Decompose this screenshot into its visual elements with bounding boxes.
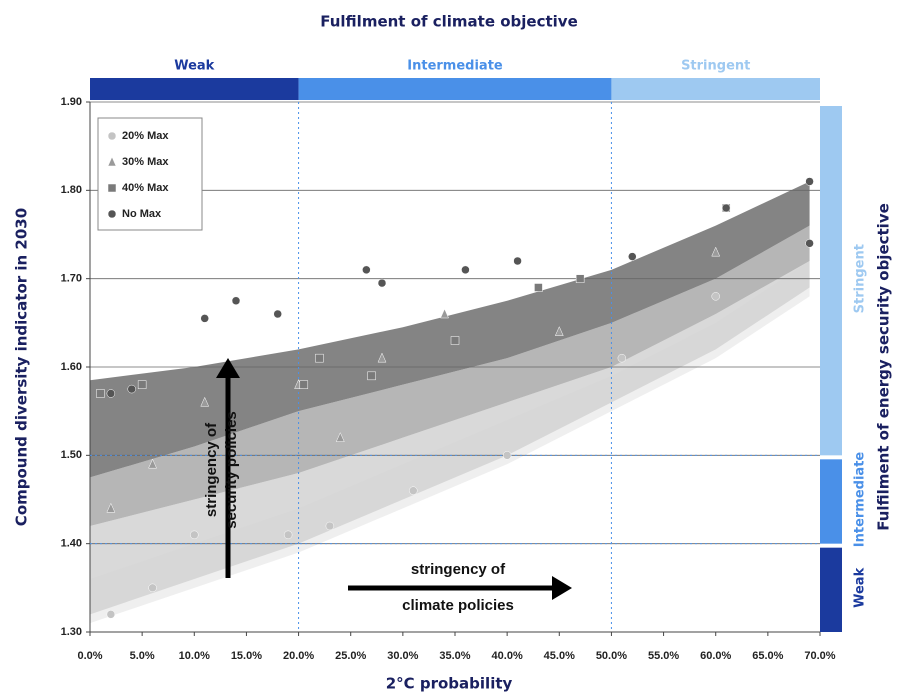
data-point [231, 296, 241, 305]
data-point [96, 389, 105, 398]
legend: 20% Max 30% Max 40% Max No Max [97, 117, 203, 231]
x-tick-label: 5.0% [130, 650, 155, 662]
legend-swatch [107, 183, 117, 193]
data-point [805, 239, 814, 248]
x-tick-label: 25.0% [335, 650, 366, 662]
x-tick-label: 30.0% [387, 650, 418, 662]
right-title: Fulfilment of energy security objective [875, 203, 893, 531]
plot-area: 1.30 1.40 1.50 1.60 1.70 1.80 1.90 0.0% 5.0% 10.0… [61, 59, 868, 662]
data-point [137, 380, 147, 389]
annotation-text: climate policies [402, 597, 514, 614]
data-point [367, 371, 376, 381]
data-point [299, 380, 309, 389]
data-point [617, 353, 627, 363]
data-point [106, 389, 116, 398]
y-tick-label: 1.80 [61, 184, 82, 196]
legend-swatch [107, 209, 117, 219]
climate-segment [611, 78, 820, 100]
legend-label: 30% Max [122, 156, 169, 168]
x-tick-label: 45.0% [544, 650, 575, 662]
legend-swatch [107, 156, 117, 167]
data-point [711, 246, 721, 257]
security-segment-label: Stringent [853, 244, 868, 313]
climate-segment-label: Weak [174, 59, 214, 74]
data-point [554, 326, 564, 336]
data-point [325, 521, 335, 531]
climate-segment-label: Stringent [681, 59, 750, 74]
x-tick-label: 60.0% [700, 650, 731, 662]
y-tick-label: 1.30 [61, 626, 82, 638]
data-point [377, 352, 387, 363]
legend-label: 20% Max [122, 130, 169, 142]
annotation-text: stringency of [411, 561, 506, 578]
climate-segment [298, 78, 612, 100]
arrow-head [552, 576, 572, 600]
x-tick-label: 50.0% [596, 650, 627, 662]
band-area [90, 181, 810, 478]
data-point [461, 265, 470, 275]
x-tick-label: 0.0% [77, 650, 102, 662]
x-tick-label: 70.0% [804, 650, 835, 662]
legend-swatch [107, 131, 117, 141]
security-segment-label: Intermediate [853, 452, 868, 548]
data-point [362, 265, 371, 275]
band-area [90, 261, 810, 615]
data-point [440, 308, 449, 319]
data-point [273, 309, 282, 319]
y-tick-label: 1.60 [61, 361, 82, 373]
data-point [200, 314, 209, 323]
x-tick-label: 40.0% [492, 650, 523, 662]
annotation-text: stringency of [203, 422, 220, 517]
data-point [409, 486, 418, 495]
climate-segment-label: Intermediate [407, 59, 503, 74]
data-point [534, 283, 543, 292]
security-segment [820, 106, 842, 456]
data-point [148, 583, 157, 593]
data-point [315, 353, 324, 363]
data-point [805, 177, 814, 186]
data-point [513, 256, 522, 266]
data-point [335, 432, 345, 442]
x-tick-label: 65.0% [752, 650, 783, 662]
x-axis-label: 2°C probability [386, 675, 513, 693]
annotation-layer: stringency of security policies stringen… [203, 358, 572, 614]
data-point [148, 458, 157, 469]
data-point [377, 278, 387, 288]
x-tick-label: 15.0% [231, 650, 262, 662]
data-point [450, 336, 460, 345]
annotation-text: security policies [223, 411, 240, 529]
y-tick-label: 1.40 [61, 538, 82, 550]
legend-label: 40% Max [122, 182, 169, 194]
x-tick-label: 10.0% [179, 650, 210, 662]
security-segment-label: Weak [853, 567, 868, 607]
data-point [721, 203, 731, 213]
legend-label: No Max [122, 208, 162, 220]
climate-segment [90, 78, 299, 100]
data-point [628, 252, 637, 261]
chart-title: Fulfilment of climate objective [320, 13, 578, 31]
data-point [575, 274, 585, 283]
y-tick-label: 1.70 [61, 273, 82, 285]
data-point [283, 530, 293, 540]
data-point [711, 292, 720, 301]
x-tick-label: 55.0% [648, 650, 679, 662]
security-segment [820, 459, 842, 544]
data-point [200, 396, 210, 407]
y-axis-label: Compound diversity indicator in 2030 [13, 208, 31, 526]
data-point [106, 502, 116, 513]
arrow-head [216, 358, 240, 378]
y-tick-label: 1.50 [61, 449, 82, 461]
x-tick-label: 20.0% [283, 650, 314, 662]
band-area [90, 225, 810, 526]
data-point [190, 530, 199, 540]
x-tick-label: 35.0% [439, 650, 470, 662]
data-point [106, 610, 116, 619]
data-point [502, 451, 512, 460]
y-tick-label: 1.90 [61, 96, 82, 108]
data-point [127, 384, 136, 394]
security-segment [820, 547, 842, 632]
